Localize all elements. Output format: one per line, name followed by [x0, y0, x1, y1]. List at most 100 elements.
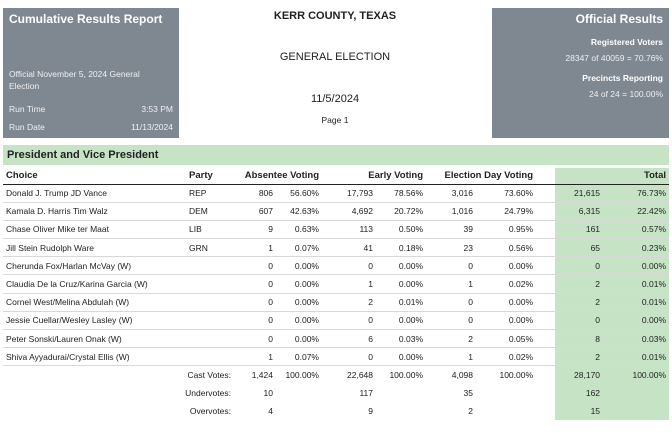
- absentee-votes: 0: [234, 329, 276, 349]
- candidate-row: Jill Stein Rudolph Ware GRN 1 0.07% 41 0.18% 2…: [3, 238, 670, 258]
- candidate-party: [186, 311, 234, 331]
- total-percent: 0.01%: [603, 347, 670, 367]
- under-absentee-votes: 10: [263, 388, 273, 399]
- absentee-votes: 0: [234, 256, 276, 276]
- election-day-votes: 1: [426, 347, 477, 367]
- official-results-panel: Official Results Registered Voters 28347…: [492, 8, 669, 138]
- early-votes: 6: [322, 329, 376, 349]
- candidate-party: [186, 293, 234, 312]
- absentee-percent: 56.60%: [276, 184, 322, 203]
- candidate-row: Donald J. Trump JD Vance REP 806 56.60% 17,7…: [3, 184, 670, 203]
- candidate-party: LIB: [186, 220, 234, 240]
- total-votes: 65: [536, 238, 604, 258]
- election-day-votes: 0: [426, 311, 477, 331]
- total-percent: 0.01%: [603, 293, 670, 312]
- election-day-votes: 0: [426, 256, 477, 276]
- total-percent: 0.00%: [603, 256, 670, 276]
- candidate-party: REP: [186, 184, 234, 203]
- total-votes: 0: [536, 311, 604, 331]
- cast-election-day-votes: 4,098: [426, 365, 477, 385]
- absentee-percent: 0.07%: [276, 347, 322, 367]
- early-percent: 0.00%: [376, 256, 427, 276]
- candidate-choice: Chase Oliver Mike ter Maat: [3, 220, 186, 240]
- total-percent: 0.01%: [603, 274, 670, 294]
- run-time-label: Run Time: [9, 104, 46, 114]
- cast-early-percent: 100.00%: [376, 365, 427, 385]
- absentee-votes: 806: [234, 184, 276, 203]
- candidate-row: Cherunda Fox/Harlan McVay (W) 0 0.00% 0 0.00…: [3, 256, 670, 276]
- election-day-votes: 1: [426, 274, 477, 294]
- undervotes-row: Undervotes: 10 117 35 162: [3, 384, 669, 402]
- absentee-votes: 1: [234, 347, 276, 367]
- election-day-percent: 0.05%: [476, 329, 537, 349]
- total-percent: 22.42%: [603, 202, 670, 221]
- election-day-percent: 0.56%: [476, 238, 537, 258]
- early-votes: 2: [322, 293, 376, 312]
- column-header-absentee: Absentee Voting: [234, 168, 322, 185]
- election-day-percent: 0.00%: [476, 256, 537, 276]
- precincts-reporting-label: Precincts Reporting: [582, 73, 663, 83]
- total-percent: 0.23%: [603, 238, 670, 258]
- under-election-day-votes: 35: [463, 388, 474, 399]
- early-votes: 113: [322, 220, 376, 240]
- total-votes: 0: [536, 256, 604, 276]
- report-title: Cumulative Results Report: [9, 12, 163, 26]
- candidate-party: [186, 347, 234, 367]
- candidate-party: [186, 256, 234, 276]
- run-date-label: Run Date: [9, 122, 45, 132]
- total-votes: 2: [536, 347, 604, 367]
- early-percent: 78.56%: [376, 184, 427, 203]
- registered-voters-value: 28347 of 40059 = 70.76%: [565, 53, 663, 63]
- absentee-votes: 0: [234, 274, 276, 294]
- candidate-choice: Cornel West/Melina Abdulah (W): [3, 293, 186, 312]
- early-percent: 0.01%: [376, 293, 427, 312]
- election-day-votes: 0: [426, 293, 477, 312]
- election-day-percent: 0.95%: [476, 220, 537, 240]
- run-date-value: 11/13/2024: [131, 122, 173, 132]
- early-percent: 0.00%: [376, 311, 427, 331]
- registered-voters-label: Registered Voters: [590, 37, 663, 47]
- election-day-percent: 0.02%: [476, 274, 537, 294]
- total-percent: 0.57%: [603, 220, 670, 240]
- race-title: President and Vice President: [3, 145, 669, 165]
- over-total-votes: 15: [590, 406, 601, 417]
- election-day-percent: 0.00%: [476, 293, 537, 312]
- early-percent: 0.00%: [376, 274, 427, 294]
- early-votes: 41: [322, 238, 376, 258]
- election-date: 11/5/2024: [310, 93, 360, 105]
- election-day-votes: 1,016: [426, 202, 477, 221]
- cast-election-day-percent: 100.00%: [476, 365, 537, 385]
- early-votes: 0: [322, 347, 376, 367]
- page-number: Page 1: [321, 115, 349, 125]
- run-time-value: 3:53 PM: [141, 104, 173, 114]
- total-percent: 0.03%: [603, 329, 670, 349]
- report-center-header: KERR COUNTY, TEXAS GENERAL ELECTION 11/5…: [200, 10, 470, 125]
- candidate-choice: Kamala D. Harris Tim Walz: [3, 202, 186, 221]
- over-early-votes: 9: [368, 406, 373, 417]
- early-votes: 1: [322, 274, 376, 294]
- total-votes: 8: [536, 329, 604, 349]
- cast-absentee-percent: 100.00%: [276, 365, 322, 385]
- early-votes: 0: [322, 256, 376, 276]
- candidate-choice: Claudia De la Cruz/Karina Garcia (W): [3, 274, 186, 294]
- early-percent: 0.03%: [376, 329, 427, 349]
- table-header-row: Choice Party Absentee Voting Early Votin…: [3, 168, 670, 185]
- absentee-votes: 0: [234, 311, 276, 331]
- under-total-votes: 162: [585, 388, 601, 399]
- election-description: Official November 5, 2024 General Electi…: [9, 69, 140, 91]
- under-early-votes: 117: [359, 388, 373, 399]
- candidate-choice: Jessie Cuellar/Wesley Lasley (W): [3, 311, 186, 331]
- candidate-party: [186, 329, 234, 349]
- total-votes: 6,315: [536, 202, 604, 221]
- total-votes: 161: [536, 220, 604, 240]
- election-day-votes: 39: [426, 220, 477, 240]
- candidate-choice: Donald J. Trump JD Vance: [3, 184, 186, 203]
- cast-absentee-votes: 1,424: [234, 365, 276, 385]
- column-header-election-day: Election Day Voting: [426, 168, 537, 185]
- early-votes: 4,692: [322, 202, 376, 221]
- early-percent: 0.00%: [376, 347, 427, 367]
- column-header-party: Party: [186, 168, 234, 185]
- early-votes: 17,793: [322, 184, 376, 203]
- candidate-party: DEM: [186, 202, 234, 221]
- candidate-choice: Jill Stein Rudolph Ware: [3, 238, 186, 258]
